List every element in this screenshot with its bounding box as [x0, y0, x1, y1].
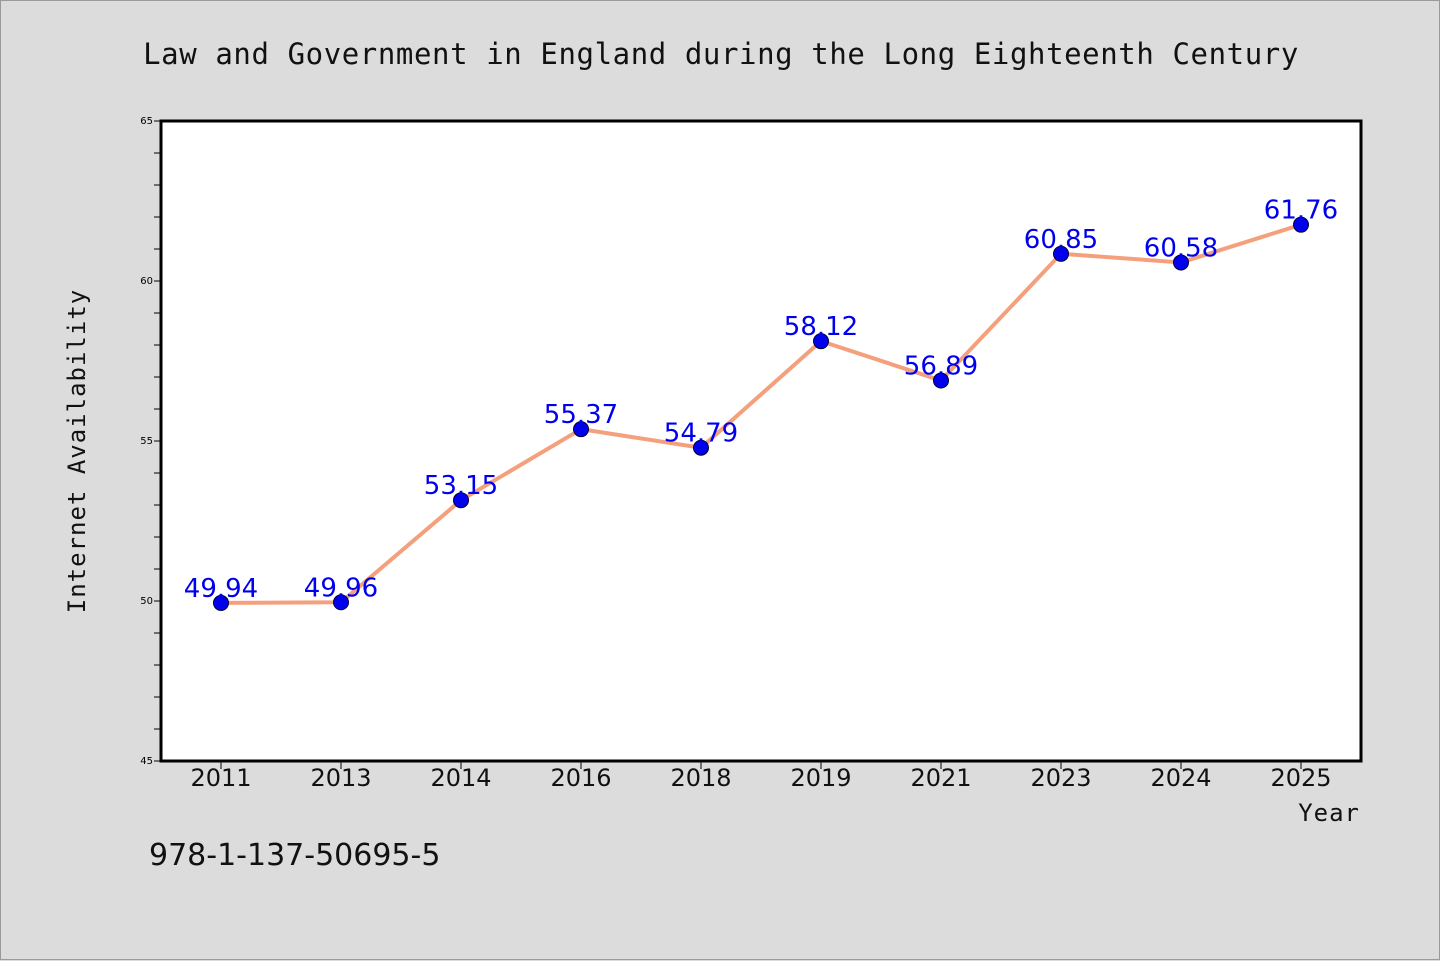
- plot-area: [159, 119, 1363, 763]
- data-point: [1293, 216, 1309, 233]
- isbn-text: 978-1-137-50695-5: [149, 838, 440, 873]
- y-tick-label: 60: [140, 276, 153, 287]
- data-label: 53.15: [424, 471, 498, 501]
- data-label: 49.96: [304, 573, 378, 603]
- data-label: 61.76: [1264, 196, 1338, 226]
- data-point: [333, 594, 349, 611]
- x-tick-label: 2023: [1030, 764, 1091, 792]
- x-tick-label: 2019: [790, 764, 851, 792]
- data-point: [573, 421, 589, 438]
- x-tick-label: 2011: [190, 764, 251, 792]
- data-label: 55.37: [544, 400, 618, 430]
- data-point: [693, 439, 709, 456]
- y-tick-label: 55: [140, 436, 153, 447]
- data-label: 54.79: [664, 419, 738, 449]
- x-tick-label: 2018: [670, 764, 731, 792]
- data-point: [1053, 245, 1069, 262]
- data-point: [1173, 254, 1189, 271]
- data-point: [933, 372, 949, 389]
- chart-title: Law and Government in England during the…: [143, 37, 1299, 71]
- data-label: 60.58: [1144, 233, 1218, 263]
- data-label: 58.12: [784, 312, 858, 342]
- x-tick-label: 2024: [1150, 764, 1211, 792]
- y-tick-label: 50: [140, 596, 153, 607]
- data-point: [213, 594, 229, 611]
- y-axis: 45 50 55 60 65: [140, 116, 161, 767]
- x-tick-label: 2016: [550, 764, 611, 792]
- y-tick-label: 65: [140, 116, 153, 127]
- data-label: 60.85: [1024, 225, 1098, 255]
- x-tick-label: 2013: [310, 764, 371, 792]
- x-tick-label: 2021: [910, 764, 971, 792]
- series-line: [220, 222, 1302, 605]
- x-axis: 2011 2013 2014 2016 2018 2019 2021 2023 2024 2025: [190, 761, 1332, 792]
- data-label: 56.89: [904, 352, 978, 382]
- x-axis-title: Year: [1298, 799, 1360, 827]
- y-tick-label: 45: [140, 756, 153, 767]
- x-tick-label: 2025: [1270, 764, 1331, 792]
- data-point: [453, 492, 469, 509]
- x-tick-label: 2014: [430, 764, 491, 792]
- data-label: 49.94: [184, 574, 258, 604]
- data-point: [813, 333, 829, 350]
- y-axis-title: Internet Availability: [63, 289, 91, 613]
- series-layer: 49.94 49.96 53.15 55.37 54.79 58.12 56.89 60.85…: [184, 196, 1338, 611]
